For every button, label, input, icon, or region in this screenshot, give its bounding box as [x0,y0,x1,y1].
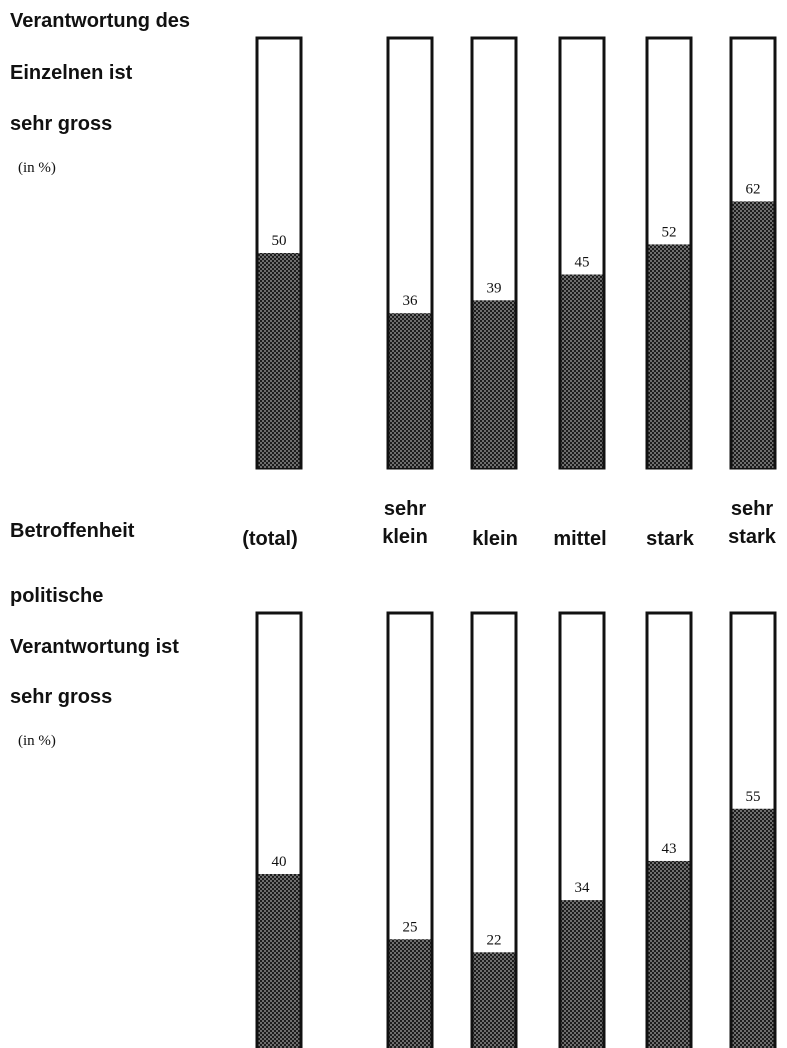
category-label-line: (total) [242,528,298,550]
top-bar-fill-mittel [561,274,603,468]
category-label-line: klein [382,526,428,548]
top-bar-fill-stark [648,244,690,468]
top-bar-chart: 50 36 39 45 52 62 [255,36,777,470]
top-bar-value-label-stark: 52 [662,224,677,240]
category-label-klein: klein [455,525,535,553]
bottom-bar-fill-mittel [561,900,603,1048]
bottom-bar-value-label-sehr-stark: 55 [746,789,761,805]
category-label-line: klein [472,528,518,550]
top-bar-fill-total [258,253,300,468]
top-bar-fill-sehr-klein [389,313,431,468]
category-label-line: stark [728,526,776,548]
category-label-total: (total) [225,525,315,553]
x-axis-title: Betroffenheit [10,520,135,542]
top-bar-value-label-mittel: 45 [575,255,590,271]
bottom-bar-fill-stark [648,860,690,1048]
category-label-mittel: mittel [535,525,625,553]
top-bar-value-label-total: 50 [272,233,287,249]
bottom-chart-title-line-3: sehr gross [10,686,113,708]
bottom-bar-value-label-klein: 22 [487,932,502,948]
bottom-bar-fill-sehr-klein [389,939,431,1048]
bottom-bar-value-label-stark: 43 [662,841,677,857]
bottom-bar-chart: 40 25 22 34 43 55 [255,611,777,1048]
category-label-stark: stark [630,525,710,553]
bottom-chart-title-line-2: Verantwortung ist [10,636,179,658]
category-label-sehr-klein: sehr klein [365,495,445,551]
category-label-line: sehr [383,498,427,520]
bottom-bar-value-label-sehr-klein: 25 [403,919,418,935]
top-bar-value-label-klein: 39 [487,280,502,296]
top-bar-value-label-sehr-stark: 62 [746,181,761,197]
top-bar-fill-sehr-stark [732,201,774,468]
top-chart-title-line-2: Einzelnen ist [10,62,133,84]
bottom-bar-fill-sehr-stark [732,808,774,1048]
bottom-bar-value-label-total: 40 [272,854,287,870]
top-chart-unit: (in %) [18,160,56,176]
bottom-bar-fill-total [258,874,300,1048]
category-label-sehr-stark: sehr stark [712,495,787,551]
bottom-bar-value-label-mittel: 34 [575,880,591,896]
top-bar-value-label-sehr-klein: 36 [403,293,419,309]
bottom-chart-title-line-1: politische [10,585,104,607]
category-label-line: sehr [730,498,774,520]
top-bar-fill-klein [473,300,515,468]
bottom-chart-unit: (in %) [18,733,56,749]
top-chart-title-line-3: sehr gross [10,113,113,135]
category-label-line: stark [646,528,694,550]
category-label-line: mittel [553,528,607,550]
top-chart-title-line-1: Verantwortung des [10,10,191,32]
bottom-bar-fill-klein [473,952,515,1048]
